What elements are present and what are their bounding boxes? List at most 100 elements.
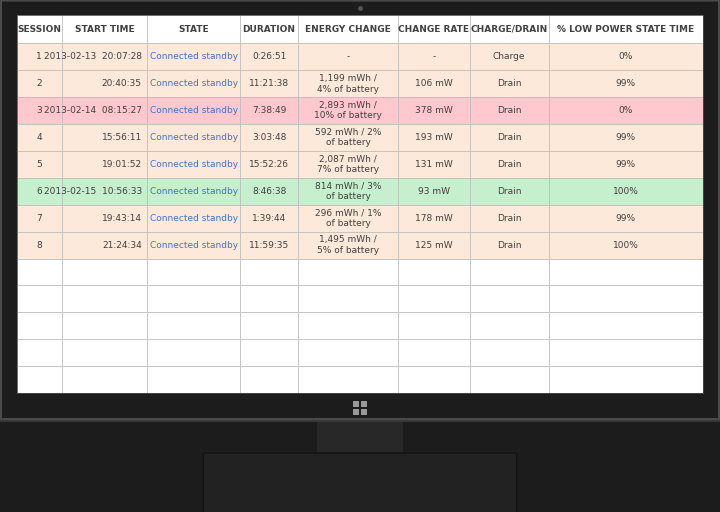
- Bar: [0, 0, 720, 15]
- Bar: [549, 151, 703, 178]
- Bar: [62, 205, 148, 231]
- Text: Drain: Drain: [497, 241, 521, 249]
- Text: Connected standby: Connected standby: [150, 52, 238, 61]
- Bar: [17, 15, 703, 393]
- Bar: [298, 339, 397, 366]
- Bar: [354, 409, 359, 415]
- Text: 99%: 99%: [616, 133, 636, 142]
- Bar: [240, 285, 298, 312]
- Text: Drain: Drain: [497, 133, 521, 142]
- Text: 378 mW: 378 mW: [415, 106, 453, 115]
- Bar: [397, 70, 469, 97]
- Text: 0%: 0%: [618, 52, 633, 61]
- Bar: [240, 178, 298, 205]
- Bar: [397, 231, 469, 259]
- Text: 2013-02-15  10:56:33: 2013-02-15 10:56:33: [44, 187, 142, 196]
- Text: 814 mWh / 3%
of battery: 814 mWh / 3% of battery: [315, 181, 382, 201]
- Bar: [469, 15, 549, 44]
- Bar: [240, 151, 298, 178]
- Bar: [469, 151, 549, 178]
- Bar: [62, 231, 148, 259]
- Text: 1: 1: [37, 52, 42, 61]
- Bar: [17, 285, 62, 312]
- Bar: [62, 312, 148, 339]
- Bar: [62, 15, 148, 44]
- Bar: [469, 70, 549, 97]
- Text: 193 mW: 193 mW: [415, 133, 453, 142]
- Bar: [62, 285, 148, 312]
- Text: Drain: Drain: [497, 160, 521, 169]
- Bar: [62, 44, 148, 70]
- Text: Connected standby: Connected standby: [150, 133, 238, 142]
- Bar: [397, 366, 469, 393]
- Bar: [17, 312, 62, 339]
- Text: CHARGE/DRAIN: CHARGE/DRAIN: [471, 25, 548, 34]
- Bar: [62, 70, 148, 97]
- Bar: [240, 312, 298, 339]
- Text: 0:26:51: 0:26:51: [252, 52, 287, 61]
- Bar: [62, 339, 148, 366]
- Bar: [148, 151, 240, 178]
- Text: START TIME: START TIME: [75, 25, 134, 34]
- Text: DURATION: DURATION: [243, 25, 296, 34]
- Bar: [17, 15, 62, 44]
- Bar: [240, 70, 298, 97]
- Text: 2013-02-13  20:07:28: 2013-02-13 20:07:28: [44, 52, 142, 61]
- Text: 99%: 99%: [616, 79, 636, 88]
- Bar: [148, 366, 240, 393]
- Bar: [469, 205, 549, 231]
- Text: 21:24:34: 21:24:34: [102, 241, 142, 249]
- Bar: [148, 312, 240, 339]
- Bar: [298, 231, 397, 259]
- Bar: [148, 70, 240, 97]
- Bar: [17, 366, 62, 393]
- Bar: [62, 178, 148, 205]
- Bar: [148, 259, 240, 285]
- Text: Drain: Drain: [497, 187, 521, 196]
- Bar: [17, 97, 62, 124]
- Bar: [240, 44, 298, 70]
- Text: 5: 5: [37, 160, 42, 169]
- Bar: [397, 44, 469, 70]
- Bar: [17, 339, 62, 366]
- Bar: [148, 124, 240, 151]
- Bar: [17, 124, 62, 151]
- Bar: [469, 231, 549, 259]
- Bar: [298, 97, 397, 124]
- Text: 100%: 100%: [613, 241, 639, 249]
- Bar: [397, 151, 469, 178]
- Text: 93 mW: 93 mW: [418, 187, 450, 196]
- Text: 11:59:35: 11:59:35: [249, 241, 289, 249]
- Bar: [549, 231, 703, 259]
- Bar: [549, 97, 703, 124]
- Bar: [298, 15, 397, 44]
- Bar: [397, 259, 469, 285]
- Text: 7: 7: [37, 214, 42, 223]
- Bar: [298, 151, 397, 178]
- Text: Connected standby: Connected standby: [150, 160, 238, 169]
- Text: STATE: STATE: [179, 25, 209, 34]
- Bar: [62, 151, 148, 178]
- Bar: [361, 409, 366, 415]
- Bar: [397, 339, 469, 366]
- Bar: [298, 285, 397, 312]
- Text: 15:56:11: 15:56:11: [102, 133, 142, 142]
- Text: Connected standby: Connected standby: [150, 241, 238, 249]
- Text: 2: 2: [37, 79, 42, 88]
- Bar: [17, 231, 62, 259]
- Text: 8:46:38: 8:46:38: [252, 187, 287, 196]
- Text: 592 mWh / 2%
of battery: 592 mWh / 2% of battery: [315, 127, 381, 147]
- Bar: [298, 312, 397, 339]
- Text: Connected standby: Connected standby: [150, 187, 238, 196]
- Bar: [17, 151, 62, 178]
- Text: 99%: 99%: [616, 160, 636, 169]
- Bar: [549, 312, 703, 339]
- Bar: [549, 178, 703, 205]
- Text: 178 mW: 178 mW: [415, 214, 453, 223]
- Text: 1,199 mWh /
4% of battery: 1,199 mWh / 4% of battery: [317, 74, 379, 94]
- Text: 0%: 0%: [618, 106, 633, 115]
- Bar: [298, 205, 397, 231]
- Bar: [397, 178, 469, 205]
- Bar: [298, 70, 397, 97]
- Text: CHANGE RATE: CHANGE RATE: [398, 25, 469, 34]
